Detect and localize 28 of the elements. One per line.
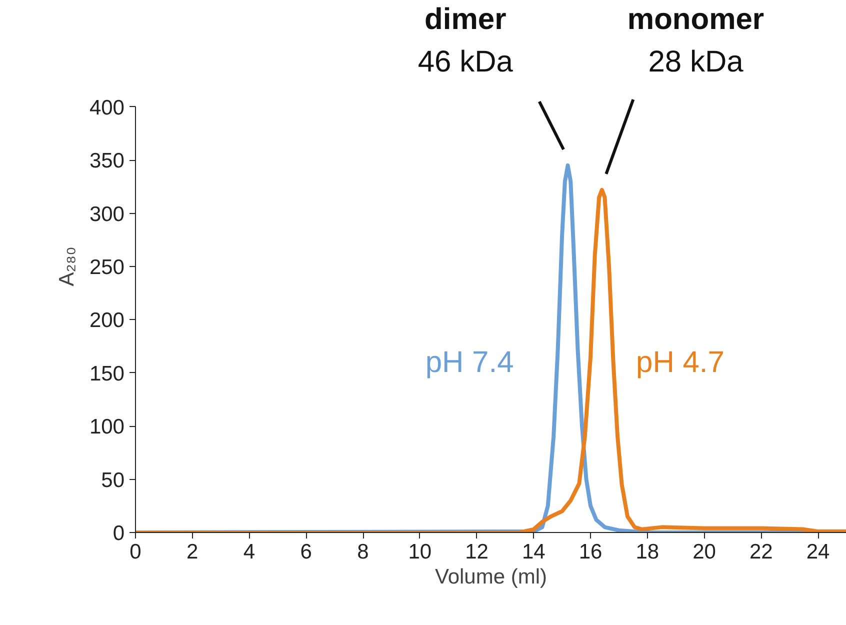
x-tick-label: 0 bbox=[130, 540, 142, 564]
y-tick-label: 150 bbox=[89, 362, 125, 386]
y-tick-label: 300 bbox=[89, 202, 125, 226]
x-tick-label: 4 bbox=[243, 540, 256, 564]
x-tick-label: 10 bbox=[408, 540, 432, 564]
x-tick-label: 22 bbox=[750, 540, 773, 564]
y-tick-label: 100 bbox=[89, 416, 125, 439]
y-tick-label: 250 bbox=[89, 256, 125, 279]
x-tick-label: 6 bbox=[300, 540, 312, 564]
x-tick-label: 18 bbox=[636, 540, 660, 564]
x-tick-label: 8 bbox=[357, 540, 369, 564]
y-tick-label: 0 bbox=[112, 522, 125, 545]
text: monomer 28 kDa bbox=[627, 3, 764, 79]
series-label: pH 7.4 bbox=[425, 346, 514, 379]
x-tick-label: 2 bbox=[186, 540, 198, 564]
series-label: pH 4.7 bbox=[636, 346, 724, 379]
text: dimer 46 kDa bbox=[418, 3, 514, 79]
y-tick-label: 350 bbox=[89, 150, 125, 173]
x-axis-title: Volume (ml) bbox=[434, 566, 548, 588]
x-tick-label: 14 bbox=[522, 540, 546, 564]
x-tick-label: 12 bbox=[465, 540, 488, 564]
x-tick-label: 20 bbox=[692, 540, 716, 564]
x-tick-label: 16 bbox=[578, 540, 602, 564]
x-tick-label: 24 bbox=[806, 540, 830, 564]
y-tick-label: 200 bbox=[89, 309, 125, 332]
y-tick-label: 400 bbox=[89, 96, 125, 120]
y-axis-title: A₂₈₀ bbox=[55, 246, 78, 286]
y-tick-label: 50 bbox=[101, 468, 124, 492]
